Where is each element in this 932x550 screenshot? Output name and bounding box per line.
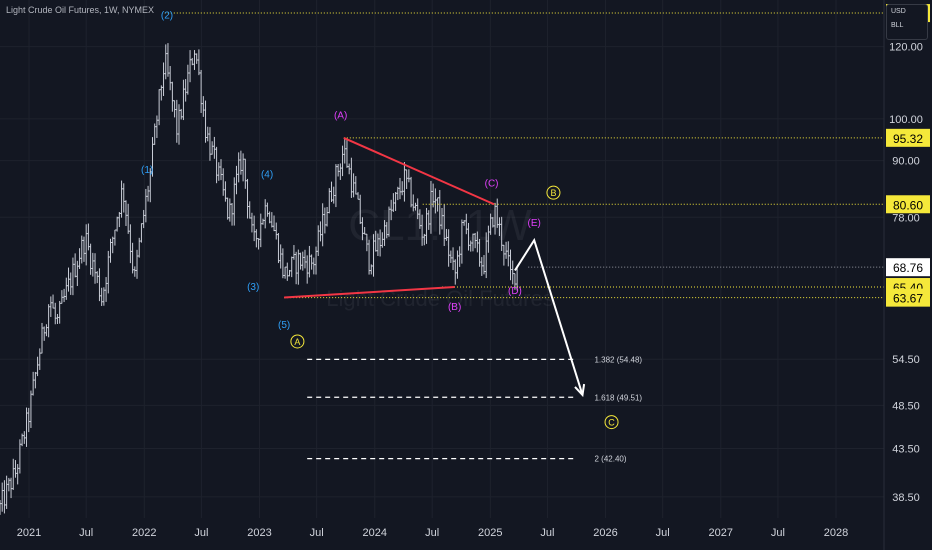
x-tick-label: 2026 <box>593 527 617 539</box>
wave-circle <box>604 415 619 430</box>
triangle-line <box>343 137 495 206</box>
unit-label: BLL <box>891 22 904 29</box>
triangle-lines <box>284 137 495 299</box>
x-tick-label: 2023 <box>247 527 271 539</box>
fib-target-label: 1.382 (54.48) <box>594 355 642 364</box>
wave-label: C <box>608 418 615 428</box>
wave-label: (A) <box>334 110 347 121</box>
price-level-tag: 95.32 <box>893 132 923 146</box>
time-axis-bg <box>0 518 884 550</box>
wave-circle <box>546 185 561 200</box>
wave-label: (5) <box>278 320 290 331</box>
ohlc-bars <box>0 43 519 515</box>
x-tick-label: Jul <box>310 527 324 539</box>
x-tick-label: 2028 <box>824 527 848 539</box>
price-tag-bg <box>886 128 930 147</box>
wave-label: (D) <box>508 286 522 297</box>
x-tick-label: Jul <box>79 527 93 539</box>
x-tick-label: 2022 <box>132 527 156 539</box>
x-tick-label: Jul <box>425 527 439 539</box>
x-tick-label: 2027 <box>709 527 733 539</box>
y-tick-label: 120.00 <box>889 42 923 54</box>
price-tag-bg <box>886 288 930 307</box>
fib-target-label: 1.618 (49.51) <box>594 393 642 402</box>
x-tick-label: Jul <box>771 527 785 539</box>
triangle-line <box>284 286 455 299</box>
price-level-tag: 63.67 <box>893 292 923 306</box>
symbol-title: Light Crude Oil Futures, 1W, NYMEX <box>6 5 155 15</box>
currency-label: USD <box>891 8 906 15</box>
wave-label: (1) <box>141 165 153 176</box>
x-tick-label: Jul <box>656 527 670 539</box>
currency-unit-box[interactable]: USD BLL <box>886 4 928 40</box>
price-levels <box>164 12 884 299</box>
last-price-tag: 68.76 <box>893 261 923 275</box>
wave-circle <box>290 334 305 349</box>
wave-label: (2) <box>161 10 173 21</box>
wave-label: B <box>550 188 556 198</box>
wave-label: (4) <box>261 170 273 181</box>
x-tick-label: 2025 <box>478 527 502 539</box>
wave-label: (B) <box>448 302 461 313</box>
price-tag-bg <box>886 195 930 214</box>
fib-target-label: 2 (42.40) <box>594 455 626 464</box>
x-tick-label: Jul <box>540 527 554 539</box>
wave-label: (3) <box>247 282 259 293</box>
projection-path <box>514 237 584 396</box>
price-level-tag: 80.60 <box>893 198 923 212</box>
grid <box>0 0 884 518</box>
y-tick-label: 38.50 <box>892 492 920 504</box>
wave-label: (C) <box>485 179 499 190</box>
projection-arrow <box>514 237 586 398</box>
projection-arrowhead <box>574 383 586 398</box>
wave-label: (E) <box>528 218 541 229</box>
y-tick-label: 100.00 <box>889 114 923 126</box>
y-tick-label: 43.50 <box>892 444 920 456</box>
fib-targets: 1.382 (54.48) 1.618 (49.51) 2 (42.40) <box>307 355 642 464</box>
time-axis[interactable]: 2021 Jul 2022 Jul 2023 Jul 2024 Jul 2025 Jul 2026 J… <box>0 518 884 550</box>
watermark-name: Light Crude Oil Futures <box>326 286 553 311</box>
last-price-tag-bg <box>886 258 930 277</box>
y-tick-label: 90.00 <box>892 156 920 168</box>
x-tick-label: Jul <box>194 527 208 539</box>
x-tick-label: 2024 <box>363 527 387 539</box>
x-tick-label: 2021 <box>17 527 41 539</box>
wave-label: A <box>294 337 300 347</box>
y-tick-label: 78.00 <box>892 212 920 224</box>
y-tick-label: 48.50 <box>892 400 920 412</box>
wave-labels: (2) (1) (3) (4) (5) (A) (B) (C) (D) (E) A B C <box>141 10 619 430</box>
y-tick-label: 54.50 <box>892 354 920 366</box>
